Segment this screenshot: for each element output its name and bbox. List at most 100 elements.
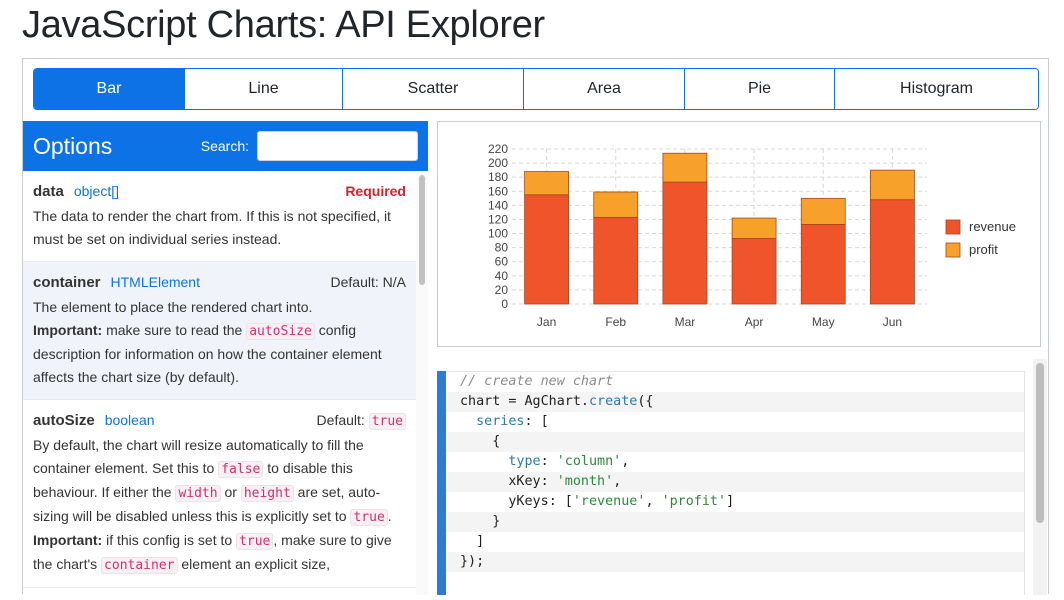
code-line[interactable]: xKey: 'month', [446, 472, 1024, 492]
description-text: . [387, 508, 392, 524]
code-reference: false [218, 461, 264, 478]
bar-profit-feb [593, 191, 639, 218]
code-reference: autoSize [246, 323, 315, 340]
bar-profit-jun [870, 169, 915, 201]
code-token: { [460, 434, 501, 449]
chart-preview: 0 20 40 60 80 100 120 140 160 180 200 220 Jan Feb Mar A… [437, 121, 1041, 347]
tab-bar[interactable]: Bar [34, 69, 185, 109]
search-input[interactable] [257, 131, 418, 161]
code-token: 'month' [556, 474, 614, 489]
search-label: Search: [200, 138, 249, 154]
code-token: ({ [637, 394, 654, 409]
y-tick-label: 80 [495, 241, 509, 255]
code-token: } [460, 514, 501, 529]
option-data: data object[] Required The data to rende… [23, 171, 416, 262]
code-line[interactable]: { [446, 432, 1024, 452]
code-reference: true [236, 533, 274, 550]
description-text: The element to place the rendered chart … [33, 299, 313, 315]
y-tick-label: 160 [488, 184, 508, 198]
code-token: : [540, 454, 557, 469]
description-text: , make sure to give the chart's [33, 532, 392, 572]
legend-swatch-profit [945, 242, 961, 258]
code-line[interactable]: }); [446, 552, 1024, 572]
x-tick-label: Feb [605, 315, 626, 329]
option-description: The element to place the rendered chart … [33, 296, 406, 389]
tab-line[interactable]: Line [185, 69, 343, 109]
option-type: HTMLElement [110, 274, 200, 290]
tab-pie[interactable]: Pie [685, 69, 835, 109]
code-line[interactable]: series: [ [446, 412, 1024, 432]
code-line[interactable]: yKeys: ['revenue', 'profit'] [446, 492, 1024, 512]
legend-label-revenue: revenue [969, 219, 1016, 234]
x-tick-label: Mar [675, 315, 696, 329]
x-tick-label: Apr [745, 315, 764, 329]
code-line[interactable]: type: 'column', [446, 452, 1024, 472]
code-panel[interactable]: // create new chart chart = AgChart.creat… [446, 371, 1025, 595]
bar-profit-mar [662, 152, 708, 183]
code-gutter [437, 371, 446, 595]
legend-label-profit: profit [969, 242, 998, 257]
bar-revenue-apr [731, 238, 777, 305]
required-badge: Required [345, 183, 406, 199]
description-text: By default, the chart will resize automa… [33, 437, 364, 476]
bar-revenue-mar [662, 181, 708, 305]
code-line[interactable] [446, 572, 1024, 592]
code-token: }); [460, 554, 485, 569]
chart-type-tabs: Bar Line Scatter Area Pie Histogram [33, 68, 1039, 110]
code-reference: true [350, 509, 388, 526]
description-text: or [220, 484, 241, 500]
options-panel: Options Search: data object[] Required T… [23, 121, 428, 595]
default-value: true [368, 413, 406, 430]
option-type: object[] [73, 183, 119, 199]
code-reference: container [101, 557, 178, 574]
x-tick-label: Jan [537, 315, 556, 329]
code-token: : [ [524, 414, 549, 429]
description-text: config description for information on ho… [33, 322, 382, 385]
description-text: make sure to read the [102, 322, 247, 338]
tab-scatter[interactable]: Scatter [343, 69, 524, 109]
y-tick-label: 120 [488, 212, 508, 226]
y-tick-label: 40 [495, 269, 509, 283]
options-list: data object[] Required The data to rende… [23, 171, 416, 595]
options-scrollbar-thumb[interactable] [419, 175, 425, 285]
y-tick-label: 20 [495, 283, 509, 297]
option-default: Default: N/A [330, 274, 406, 290]
options-title: Options [33, 132, 113, 159]
code-scrollbar[interactable] [1033, 359, 1047, 595]
bar-profit-apr [731, 217, 777, 239]
y-tick-label: 200 [488, 156, 508, 170]
code-token: , [645, 494, 662, 509]
code-token: 'revenue' [572, 494, 646, 509]
y-tick-label: 0 [501, 297, 508, 311]
code-token: create [589, 394, 638, 409]
code-token: // create new chart [460, 374, 614, 389]
code-line[interactable]: } [446, 512, 1024, 532]
code-editor[interactable]: // create new chart chart = AgChart.creat… [437, 371, 1025, 595]
description-text: element an explicit size, [177, 556, 331, 572]
description-text: are set, auto-sizing will be disabled un… [33, 484, 381, 524]
tab-histogram[interactable]: Histogram [835, 69, 1038, 109]
description-text: to disable this behaviour. If either the [33, 460, 353, 500]
options-scrollbar[interactable] [416, 171, 428, 595]
bar-profit-may [800, 197, 846, 225]
code-line[interactable]: chart = AgChart.create({ [446, 392, 1024, 412]
option-name: container [33, 274, 101, 291]
important-label: Important: [33, 322, 103, 338]
code-token: ] [726, 494, 735, 509]
option-default: Default: true [316, 412, 406, 430]
bar-profit-jan [524, 171, 569, 196]
code-token: 'column' [556, 454, 622, 469]
code-line[interactable]: ] [446, 532, 1024, 552]
tab-area[interactable]: Area [524, 69, 685, 109]
code-token: type [460, 454, 541, 469]
description-text: if this config is set to [102, 532, 237, 548]
code-reference: width [175, 485, 221, 502]
default-label: Default: [316, 412, 369, 428]
bar-revenue-jun [870, 199, 915, 305]
option-name: autoSize [33, 412, 95, 429]
code-scrollbar-thumb[interactable] [1036, 363, 1044, 523]
code-line[interactable]: // create new chart [446, 372, 1024, 392]
y-tick-label: 140 [488, 198, 508, 212]
code-token: chart = AgChart. [460, 394, 589, 409]
